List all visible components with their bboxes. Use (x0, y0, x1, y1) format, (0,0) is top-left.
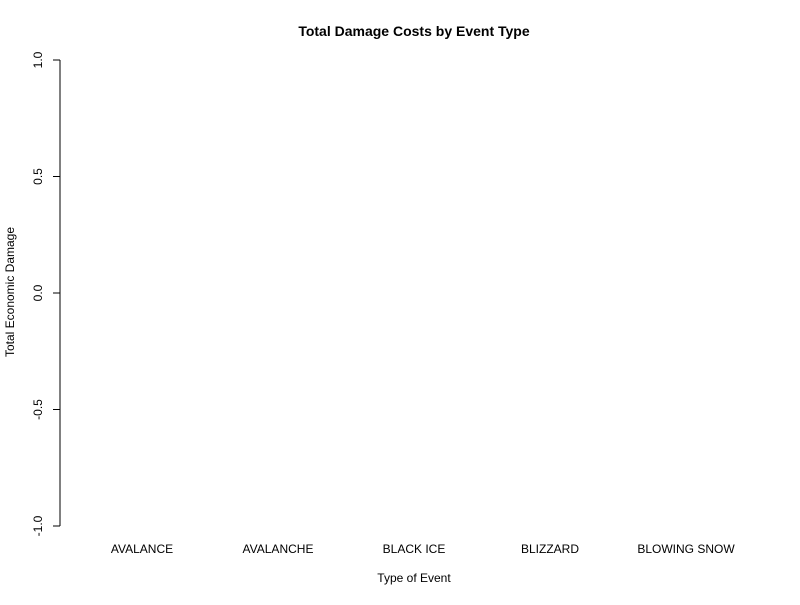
x-tick-labels: AVALANCE AVALANCHE BLACK ICE BLIZZARD BLOWIN… (111, 542, 735, 556)
y-tick-label: 1.0 (31, 51, 45, 68)
y-tick-label: 0.5 (31, 168, 45, 185)
x-tick-label: BLOWING SNOW (637, 542, 735, 556)
x-tick-label: BLACK ICE (383, 542, 446, 556)
x-tick-label: AVALANCHE (243, 542, 314, 556)
x-axis-title: Type of Event (377, 571, 451, 585)
y-tick-label: 0.0 (31, 284, 45, 301)
x-tick-label: BLIZZARD (521, 542, 579, 556)
x-tick-label: AVALANCE (111, 542, 173, 556)
y-axis: -1.0 -0.5 0.0 0.5 1.0 (31, 51, 61, 536)
y-tick-label: -1.0 (31, 515, 45, 536)
y-axis-title: Total Economic Damage (3, 227, 17, 357)
y-tick-label: -0.5 (31, 399, 45, 420)
chart-title: Total Damage Costs by Event Type (298, 23, 530, 39)
